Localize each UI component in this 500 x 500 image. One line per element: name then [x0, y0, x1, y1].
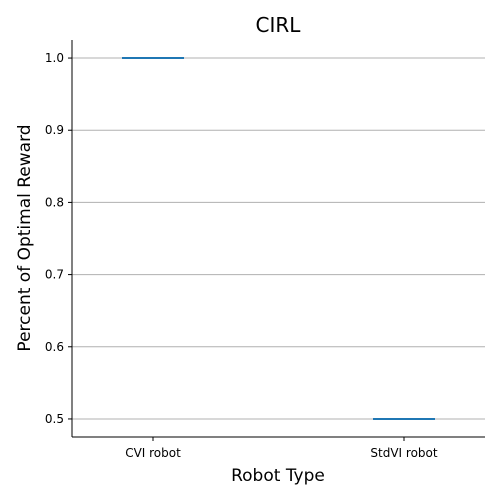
y-tick-label: 0.9: [45, 123, 64, 137]
x-axis-label: Robot Type: [231, 466, 325, 486]
y-tick-label: 0.6: [45, 340, 64, 354]
x-tick-label: CVI robot: [125, 446, 181, 460]
y-axis-label: Percent of Optimal Reward: [15, 124, 35, 351]
y-tick-label: 1.0: [45, 51, 64, 65]
y-tick-label: 0.7: [45, 268, 64, 282]
grid-layer: [72, 57, 485, 420]
chart-title: CIRL: [256, 13, 302, 37]
x-tick-label: StdVI robot: [370, 446, 437, 460]
y-tick-label: 0.8: [45, 195, 64, 209]
marks-layer: [122, 57, 435, 420]
y-tick-layer: 0.5 0.6 0.7 0.8 0.9 1.0: [45, 51, 72, 426]
x-tick-layer: CVI robot StdVI robot: [125, 437, 438, 460]
y-tick-label: 0.5: [45, 412, 64, 426]
